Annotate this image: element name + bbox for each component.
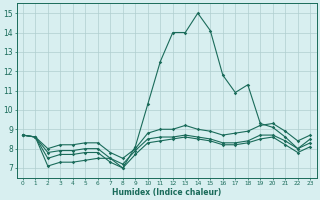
- X-axis label: Humidex (Indice chaleur): Humidex (Indice chaleur): [112, 188, 221, 197]
